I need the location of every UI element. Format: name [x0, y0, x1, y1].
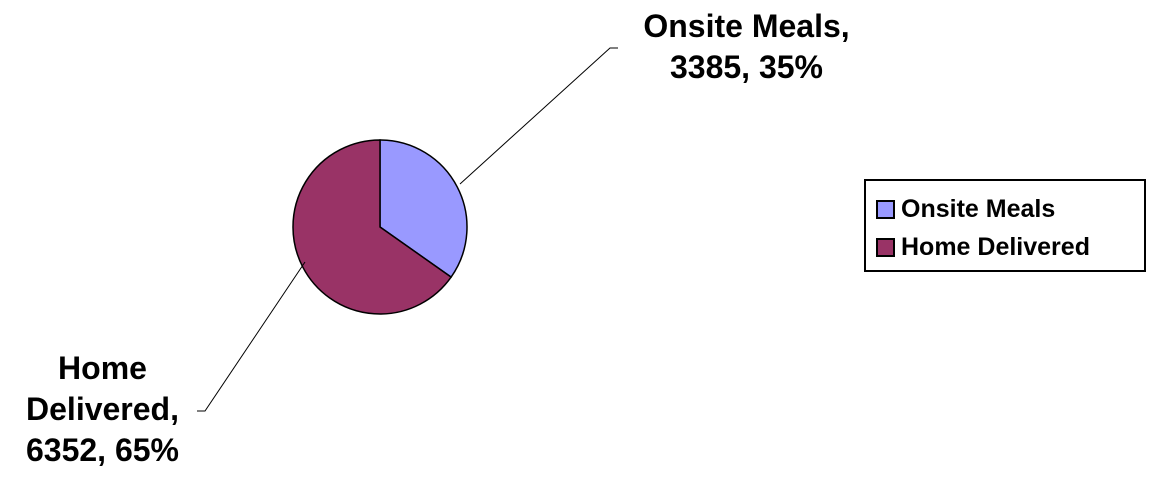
- legend: Onsite Meals Home Delivered: [864, 179, 1146, 272]
- leader-line-onsite-meals: [459, 47, 618, 185]
- data-label-onsite-meals: Onsite Meals, 3385, 35%: [624, 6, 869, 88]
- leader-line-home-delivered: [197, 261, 306, 412]
- legend-swatch-onsite-meals: [876, 199, 895, 219]
- pie-slices: [292, 139, 468, 315]
- legend-swatch-home-delivered: [876, 237, 895, 257]
- data-label-onsite-meals-line1: Onsite Meals,: [643, 8, 850, 44]
- data-label-home-delivered-line3: 6352, 65%: [25, 432, 179, 468]
- data-label-onsite-meals-line2: 3385, 35%: [669, 49, 823, 85]
- legend-item-onsite-meals: Onsite Meals: [876, 194, 1055, 224]
- pie-slice-onsite-meals: [379, 139, 468, 279]
- pie-slice-home-delivered: [292, 139, 453, 315]
- data-label-home-delivered-line1: Home: [58, 350, 147, 386]
- data-label-home-delivered-line2: Delivered,: [26, 391, 179, 427]
- legend-label-home-delivered: Home Delivered: [901, 232, 1090, 261]
- data-label-home-delivered: Home Delivered, 6352, 65%: [0, 348, 205, 471]
- legend-item-home-delivered: Home Delivered: [876, 232, 1090, 262]
- legend-label-onsite-meals: Onsite Meals: [901, 194, 1056, 223]
